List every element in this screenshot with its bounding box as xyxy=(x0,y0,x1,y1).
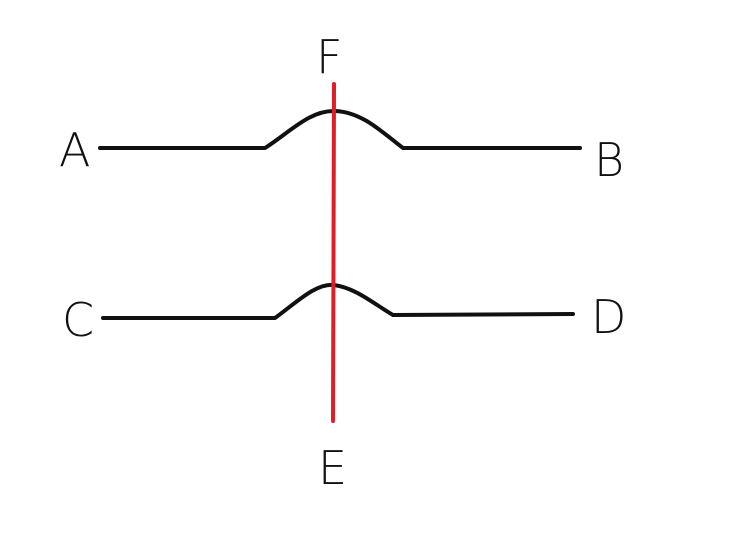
label-f: F xyxy=(316,30,342,84)
curve-cd xyxy=(101,282,575,320)
label-e: E xyxy=(318,441,347,495)
label-a: A xyxy=(59,123,90,177)
label-d: D xyxy=(591,290,626,344)
label-c: C xyxy=(62,293,94,347)
label-b: B xyxy=(594,133,624,187)
vertical-line-fe xyxy=(331,82,336,423)
curve-ab xyxy=(98,108,582,150)
